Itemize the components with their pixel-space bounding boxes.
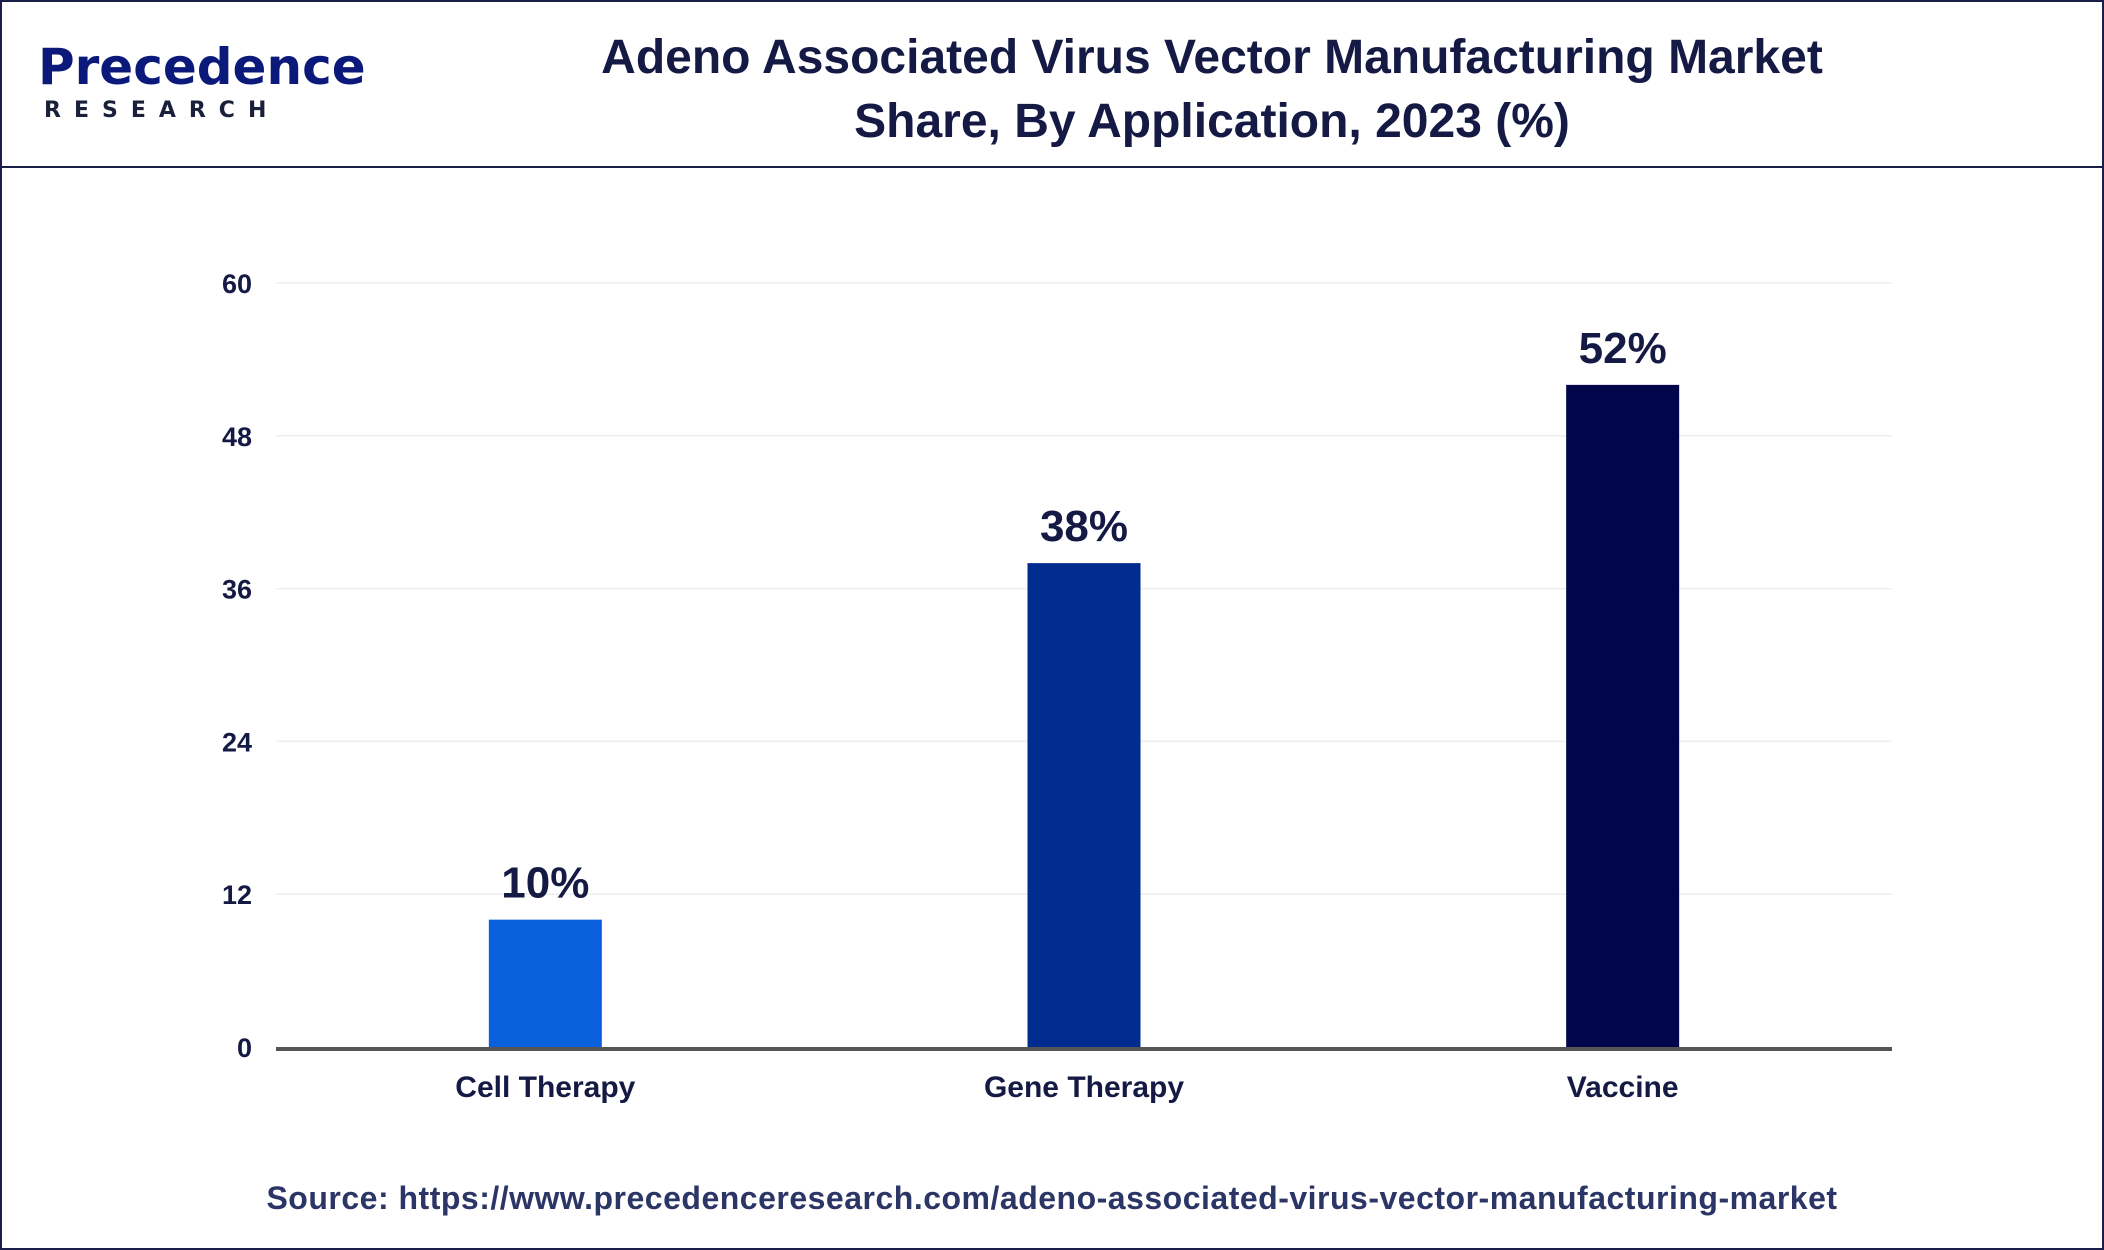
logo: Precedence RESEARCH (38, 38, 366, 128)
y-tick-label: 48 (222, 422, 252, 452)
x-tick-label: Vaccine (1567, 1071, 1679, 1104)
data-label: 52% (1579, 324, 1667, 373)
y-tick-label: 24 (222, 727, 252, 757)
header: Precedence RESEARCH Adeno Associated Vir… (2, 2, 2102, 168)
x-tick-label: Cell Therapy (455, 1071, 635, 1104)
y-tick-label: 36 (222, 575, 252, 605)
chart-title: Adeno Associated Virus Vector Manufactur… (442, 26, 1982, 154)
x-tick-label: Gene Therapy (984, 1071, 1184, 1104)
data-label: 38% (1040, 502, 1128, 551)
logo-sub-text: RESEARCH (44, 98, 280, 123)
source-note: Source: https://www.precedenceresearch.c… (266, 1180, 1838, 1216)
chart-title-line-2: Share, By Application, 2023 (%) (854, 95, 1570, 148)
y-tick-label: 0 (237, 1033, 252, 1063)
bar-gene-therapy (1027, 563, 1141, 1047)
chart-title-line-1: Adeno Associated Virus Vector Manufactur… (601, 31, 1823, 84)
y-tick-label: 12 (222, 880, 252, 910)
bar-cell-therapy (488, 919, 602, 1047)
bar-vaccine (1566, 384, 1680, 1047)
logo-main-text: Precedence (38, 38, 366, 96)
data-label: 10% (501, 859, 589, 908)
y-tick-label: 60 (222, 269, 252, 299)
